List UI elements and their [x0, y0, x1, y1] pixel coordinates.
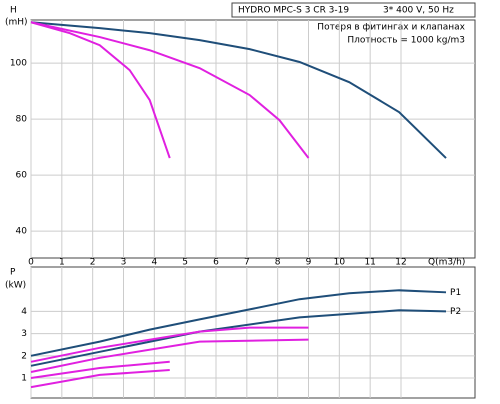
- curve-label: P1: [450, 288, 461, 298]
- x-tick-label: 4: [151, 258, 157, 268]
- y-tick-label: 60: [16, 171, 28, 181]
- x-tick-label: 1: [59, 258, 65, 268]
- y-tick-label: 3: [21, 329, 27, 339]
- curve: [30, 21, 310, 159]
- x-tick-label: 6: [213, 258, 219, 268]
- x-tick-label: 8: [275, 258, 281, 268]
- y-label: P: [10, 268, 16, 278]
- x-tick-label: 2: [90, 258, 96, 268]
- supply: 3* 400 V, 50 Hz: [383, 6, 454, 16]
- curve: [30, 289, 447, 357]
- title: HYDRO MPC-S 3 CR 3-19: [238, 6, 349, 16]
- title-box: [231, 2, 476, 18]
- x-tick-label: 11: [364, 258, 375, 268]
- x-tick-label: 5: [182, 258, 188, 268]
- x-label: Q(m3/h): [428, 258, 465, 268]
- y-tick-label: 2: [21, 351, 27, 361]
- x-tick-label: 12: [395, 258, 406, 268]
- x-tick-label: 7: [244, 258, 250, 268]
- x-tick-label: 0: [28, 258, 34, 268]
- y-tick-label: 100: [10, 59, 27, 69]
- y-label: H: [10, 6, 17, 16]
- y-tick-label: 4: [21, 307, 27, 317]
- curve: [30, 369, 170, 389]
- x-tick-label: 9: [306, 258, 312, 268]
- curve: [30, 326, 309, 363]
- note: Плотность = 1000 kg/m3: [347, 36, 465, 46]
- y-unit: (kW): [5, 281, 26, 291]
- y-tick-label: 1: [21, 374, 27, 384]
- curve: [30, 21, 447, 159]
- x-tick-label: 3: [121, 258, 127, 268]
- plot-frame: [30, 19, 476, 259]
- y-tick-label: 80: [16, 115, 28, 125]
- y-unit: (mH): [5, 18, 28, 28]
- curve: [30, 21, 171, 159]
- x-tick-label: 10: [334, 258, 346, 268]
- curve: [30, 309, 447, 367]
- curve: [30, 338, 309, 374]
- y-tick-label: 40: [16, 227, 28, 237]
- note: Потеря в фитингах и клапанах: [317, 23, 465, 33]
- curve: [30, 360, 170, 380]
- curve-label: P2: [450, 307, 461, 317]
